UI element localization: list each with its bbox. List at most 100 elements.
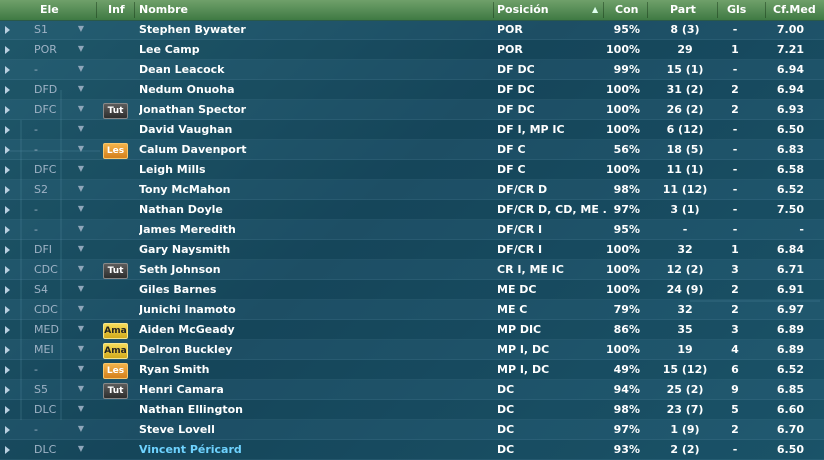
player-name[interactable]: Stephen Bywater — [139, 23, 246, 36]
chevron-down-icon[interactable]: ▼ — [77, 424, 85, 433]
column-divider[interactable] — [96, 2, 97, 18]
player-name[interactable]: Giles Barnes — [139, 283, 217, 296]
table-row[interactable]: CDC ▼ Tut Seth Johnson CR I, ME IC 100% 12 (2)… — [0, 260, 824, 280]
table-row[interactable]: DFC ▼ Leigh Mills DF C 100% 11 (1) - 6.58 — [0, 160, 824, 180]
chevron-down-icon[interactable]: ▼ — [77, 344, 85, 353]
chevron-down-icon[interactable]: ▼ — [77, 244, 85, 253]
expand-arrow-icon[interactable] — [5, 286, 10, 294]
table-row[interactable]: S1 ▼ Stephen Bywater POR 95% 8 (3) - 7.00 — [0, 20, 824, 40]
expand-arrow-icon[interactable] — [5, 146, 10, 154]
column-header-ele[interactable]: Ele — [40, 3, 59, 16]
table-row[interactable]: - ▼ Nathan Doyle DF/CR D, CD, ME .. 97% 3 (1)… — [0, 200, 824, 220]
table-row[interactable]: DFI ▼ Gary Naysmith DF/CR I 100% 32 1 6.84 — [0, 240, 824, 260]
table-row[interactable]: - ▼ Les Calum Davenport DF C 56% 18 (5) - 6.83 — [0, 140, 824, 160]
expand-arrow-icon[interactable] — [5, 66, 10, 74]
player-name[interactable]: Gary Naysmith — [139, 243, 231, 256]
column-divider[interactable] — [493, 2, 494, 18]
expand-arrow-icon[interactable] — [5, 46, 10, 54]
expand-arrow-icon[interactable] — [5, 206, 10, 214]
expand-arrow-icon[interactable] — [5, 426, 10, 434]
position-selection[interactable]: - — [34, 423, 38, 436]
table-row[interactable]: MEI ▼ Ama Delron Buckley MP I, DC 100% 19 4 6.89 — [0, 340, 824, 360]
expand-arrow-icon[interactable] — [5, 446, 10, 454]
player-name[interactable]: Nathan Ellington — [139, 403, 243, 416]
player-name[interactable]: James Meredith — [139, 223, 236, 236]
table-row[interactable]: CDC ▼ Junichi Inamoto ME C 79% 32 2 6.97 — [0, 300, 824, 320]
player-name[interactable]: Steve Lovell — [139, 423, 215, 436]
table-row[interactable]: S4 ▼ Giles Barnes ME DC 100% 24 (9) 2 6.91 — [0, 280, 824, 300]
expand-arrow-icon[interactable] — [5, 306, 10, 314]
expand-arrow-icon[interactable] — [5, 406, 10, 414]
column-divider[interactable] — [647, 2, 648, 18]
column-divider[interactable] — [765, 2, 766, 18]
player-name[interactable]: Nedum Onuoha — [139, 83, 235, 96]
player-name[interactable]: Leigh Mills — [139, 163, 206, 176]
expand-arrow-icon[interactable] — [5, 166, 10, 174]
table-row[interactable]: DLC ▼ Nathan Ellington DC 98% 23 (7) 5 6.60 — [0, 400, 824, 420]
expand-arrow-icon[interactable] — [5, 106, 10, 114]
player-name[interactable]: Dean Leacock — [139, 63, 225, 76]
chevron-down-icon[interactable]: ▼ — [77, 144, 85, 153]
table-row[interactable]: DFD ▼ Nedum Onuoha DF DC 100% 31 (2) 2 6.94 — [0, 80, 824, 100]
position-selection[interactable]: - — [34, 123, 38, 136]
player-name[interactable]: Tony McMahon — [139, 183, 231, 196]
position-selection[interactable]: MEI — [34, 343, 54, 356]
position-selection[interactable]: S4 — [34, 283, 48, 296]
column-header-con[interactable]: Con — [615, 3, 639, 16]
table-row[interactable]: POR ▼ Lee Camp POR 100% 29 1 7.21 — [0, 40, 824, 60]
chevron-down-icon[interactable]: ▼ — [77, 304, 85, 313]
position-selection[interactable]: - — [34, 203, 38, 216]
table-row[interactable]: MED ▼ Ama Aiden McGeady MP DIC 86% 35 3 6.89 — [0, 320, 824, 340]
player-name[interactable]: Nathan Doyle — [139, 203, 223, 216]
column-header-cfmed[interactable]: Cf.Med — [773, 3, 816, 16]
column-header-gls[interactable]: Gls — [727, 3, 747, 16]
chevron-down-icon[interactable]: ▼ — [77, 104, 85, 113]
player-name[interactable]: Henri Camara — [139, 383, 224, 396]
expand-arrow-icon[interactable] — [5, 266, 10, 274]
position-selection[interactable]: DFI — [34, 243, 53, 256]
info-badge[interactable]: Tut — [103, 103, 128, 119]
expand-arrow-icon[interactable] — [5, 386, 10, 394]
position-selection[interactable]: POR — [34, 43, 57, 56]
table-row[interactable]: DFC ▼ Tut Jonathan Spector DF DC 100% 26 (2) 2 6… — [0, 100, 824, 120]
player-name[interactable]: Delron Buckley — [139, 343, 233, 356]
position-selection[interactable]: CDC — [34, 263, 58, 276]
column-header-posicion[interactable]: Posición — [497, 3, 549, 16]
chevron-down-icon[interactable]: ▼ — [77, 364, 85, 373]
chevron-down-icon[interactable]: ▼ — [77, 324, 85, 333]
position-selection[interactable]: DFD — [34, 83, 58, 96]
column-divider[interactable] — [603, 2, 604, 18]
player-name[interactable]: Jonathan Spector — [139, 103, 247, 116]
info-badge[interactable]: Tut — [103, 263, 128, 279]
info-badge[interactable]: Tut — [103, 383, 128, 399]
chevron-down-icon[interactable]: ▼ — [77, 444, 85, 453]
column-header-part[interactable]: Part — [670, 3, 696, 16]
position-selection[interactable]: S1 — [34, 23, 48, 36]
expand-arrow-icon[interactable] — [5, 126, 10, 134]
expand-arrow-icon[interactable] — [5, 326, 10, 334]
info-badge[interactable]: Ama — [103, 323, 128, 339]
chevron-down-icon[interactable]: ▼ — [77, 64, 85, 73]
table-row[interactable]: - ▼ James Meredith DF/CR I 95% - - - — [0, 220, 824, 240]
table-row[interactable]: DLC ▼ Vincent Péricard DC 93% 2 (2) - 6.50 — [0, 440, 824, 460]
player-name[interactable]: Lee Camp — [139, 43, 200, 56]
player-name[interactable]: Seth Johnson — [139, 263, 221, 276]
player-name[interactable]: Calum Davenport — [139, 143, 247, 156]
chevron-down-icon[interactable]: ▼ — [77, 264, 85, 273]
chevron-down-icon[interactable]: ▼ — [77, 84, 85, 93]
position-selection[interactable]: CDC — [34, 303, 58, 316]
player-name[interactable]: Junichi Inamoto — [139, 303, 236, 316]
expand-arrow-icon[interactable] — [5, 346, 10, 354]
column-header-inf[interactable]: Inf — [108, 3, 125, 16]
player-name[interactable]: Aiden McGeady — [139, 323, 235, 336]
expand-arrow-icon[interactable] — [5, 366, 10, 374]
position-selection[interactable]: - — [34, 143, 38, 156]
chevron-down-icon[interactable]: ▼ — [77, 44, 85, 53]
info-badge[interactable]: Les — [103, 363, 128, 379]
table-row[interactable]: S5 ▼ Tut Henri Camara DC 94% 25 (2) 9 6.85 — [0, 380, 824, 400]
chevron-down-icon[interactable]: ▼ — [77, 404, 85, 413]
position-selection[interactable]: DLC — [34, 443, 57, 456]
player-name[interactable]: David Vaughan — [139, 123, 233, 136]
info-badge[interactable]: Les — [103, 143, 128, 159]
expand-arrow-icon[interactable] — [5, 186, 10, 194]
